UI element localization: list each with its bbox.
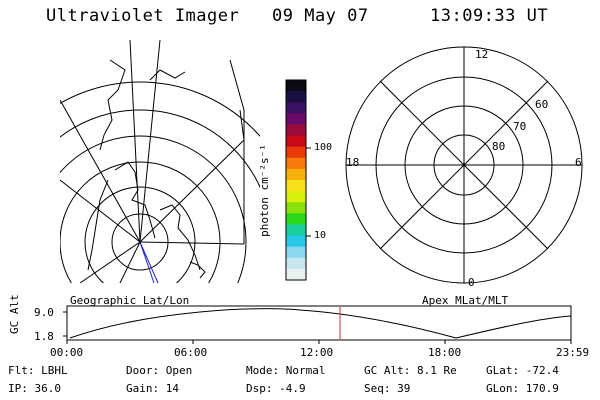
colorbar-segment <box>286 146 306 159</box>
time-label: 13:09:33 UT <box>430 6 549 26</box>
mlt-label-0: 0 <box>468 276 475 289</box>
info-gain: Gain: 14 <box>126 382 179 395</box>
colorbar-segment <box>286 213 306 225</box>
info-dsp: Dsp: -4.9 <box>246 382 306 395</box>
colorbar-segment <box>286 168 306 181</box>
colorbar-segment <box>286 102 306 114</box>
info-seq: Seq: 39 <box>364 382 411 395</box>
altitude-xtick-1200: 12:00 <box>300 346 334 359</box>
lat-label-70: 70 <box>513 120 527 133</box>
colorbar-segment <box>286 268 306 281</box>
colorbar-tick-10: 10 <box>314 230 327 241</box>
info-glat: GLat: -72.4 <box>486 364 559 377</box>
colorbar-segment <box>286 157 306 170</box>
info-glon: GLon: 170.9 <box>486 382 559 395</box>
altitude-ytick-9: 9.0 <box>34 306 54 319</box>
colorbar-segment <box>286 246 306 259</box>
colorbar-segment <box>286 235 306 248</box>
info-filter: Flt: LBHL <box>8 364 68 377</box>
altitude-ylabel: GC Alt <box>8 294 21 334</box>
colorbar-segment <box>286 202 306 214</box>
colorbar-segment <box>286 91 306 103</box>
apex-caption: Apex MLat/MLT <box>422 294 509 307</box>
date-label: 09 May 07 <box>272 6 369 26</box>
colorbar-segment <box>286 191 306 203</box>
mlt-label-18: 18 <box>346 156 360 169</box>
colorbar-segment <box>286 180 306 192</box>
info-ip: IP: 36.0 <box>8 382 61 395</box>
info-door: Door: Open <box>126 364 193 377</box>
info-mode: Mode: Normal <box>246 364 326 377</box>
colorbar-tick-100: 100 <box>314 142 333 153</box>
lat-label-60: 60 <box>535 98 549 111</box>
colorbar-segment <box>286 224 306 237</box>
altitude-xtick-0000: 00:00 <box>50 346 84 359</box>
mlt-label-6: 6 <box>575 156 582 169</box>
app-title: Ultraviolet Imager <box>46 6 240 26</box>
colorbar-segment <box>286 257 306 270</box>
altitude-xtick-2359: 23:59 <box>556 346 590 359</box>
altitude-xtick-1800: 18:00 <box>428 346 462 359</box>
altitude-ytick-1-8: 1.8 <box>34 330 54 343</box>
altitude-xtick-0600: 06:00 <box>174 346 208 359</box>
colorbar-segment <box>286 80 306 92</box>
info-gc-alt: GC Alt: 8.1 Re <box>364 364 457 377</box>
lat-label-80: 80 <box>492 140 506 153</box>
geographic-caption: Geographic Lat/Lon <box>70 294 190 307</box>
colorbar-segment <box>286 124 306 137</box>
colorbar-segment <box>286 135 306 148</box>
mlt-label-12: 12 <box>475 48 489 61</box>
colorbar-segment <box>286 113 306 125</box>
